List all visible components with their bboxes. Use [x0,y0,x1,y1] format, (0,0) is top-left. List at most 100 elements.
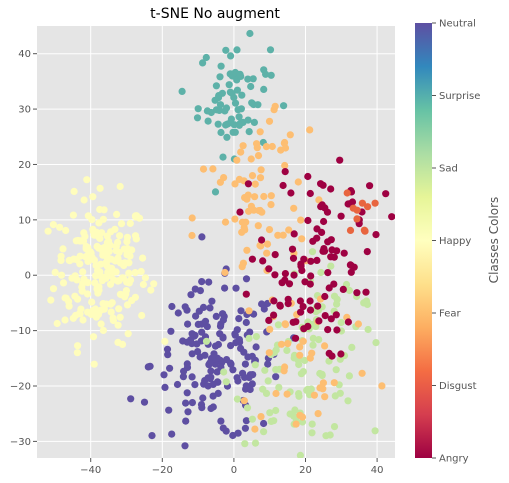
point-angry [271,271,279,279]
point-surprise [266,46,275,54]
point-neutral [212,312,220,320]
point-surprise [194,105,202,113]
point-sad [270,417,278,425]
point-neutral [182,417,190,425]
point-sad [330,423,339,431]
point-sad [331,392,339,400]
point-fear [254,152,263,160]
point-happy [109,314,117,322]
point-surprise [267,71,275,79]
point-surprise [178,87,186,95]
point-sad [245,334,253,342]
point-happy [126,252,134,260]
point-angry [320,217,328,226]
point-neutral [192,312,200,320]
point-fear [263,240,272,248]
point-neutral [127,395,135,403]
point-happy [123,238,131,246]
colorbar-tick-label: Surprise [439,91,480,102]
point-happy [79,316,87,324]
point-neutral [227,342,235,350]
point-neutral [201,317,210,325]
point-neutral [208,297,216,305]
point-fear [314,410,322,418]
point-surprise [222,121,230,129]
colorbar-tick-label: Disgust [439,381,477,392]
point-sad [309,341,317,349]
point-sad [301,356,309,365]
point-happy [98,273,106,281]
point-angry [315,317,323,325]
point-fear [283,390,291,398]
point-happy [116,259,125,267]
point-neutral [214,389,222,397]
point-neutral [241,360,249,368]
point-neutral [193,340,201,348]
point-neutral [188,350,196,358]
point-neutral [168,302,176,311]
point-happy [123,278,131,286]
point-surprise [235,113,243,121]
point-neutral [213,378,222,386]
point-fear [281,138,289,147]
point-neutral [198,328,206,336]
point-fear [319,379,327,387]
point-angry [306,297,314,305]
point-happy [51,268,59,276]
y-tick-label: 20 [18,160,31,171]
point-sad [312,308,320,316]
colorbar-tick-label: Neutral [439,19,476,30]
point-fear [247,155,255,163]
point-happy [117,220,126,228]
point-happy [90,360,98,368]
point-angry [307,272,315,280]
point-happy [108,299,116,307]
point-surprise [246,29,254,38]
point-fear [310,391,318,399]
point-neutral [207,373,215,381]
point-happy [124,330,132,338]
point-happy [121,293,129,301]
point-disgust [343,189,351,197]
point-surprise [235,121,243,129]
point-surprise [280,102,288,110]
point-angry [313,225,321,233]
point-sad [345,286,353,295]
point-disgust [353,215,361,223]
point-fear [253,140,261,148]
point-happy [118,340,127,348]
point-sad [220,368,228,376]
point-surprise [193,114,202,122]
point-happy [100,305,108,313]
point-fear [260,192,268,201]
point-happy [139,254,147,262]
point-neutral [139,459,146,466]
point-angry [236,208,244,216]
point-fear [358,369,366,377]
point-fear [296,343,304,351]
point-angry [339,285,347,293]
point-surprise [217,62,225,70]
point-sad [202,337,211,345]
point-happy [128,296,136,305]
point-sad [251,439,260,447]
point-neutral [165,406,173,414]
point-happy [74,342,82,350]
point-happy [138,311,146,320]
point-neutral [188,330,196,338]
y-tick-label: 40 [18,49,31,60]
point-happy [139,280,147,289]
point-neutral [199,394,207,402]
point-angry [290,271,298,279]
point-fear [255,207,263,215]
point-neutral [180,367,188,375]
point-neutral [213,368,221,376]
point-neutral [184,320,192,328]
point-happy [66,257,74,265]
point-fear [296,411,304,419]
point-angry [259,257,267,265]
point-happy [116,182,124,191]
point-angry [244,180,252,188]
point-happy [97,320,105,328]
point-happy [94,266,102,274]
